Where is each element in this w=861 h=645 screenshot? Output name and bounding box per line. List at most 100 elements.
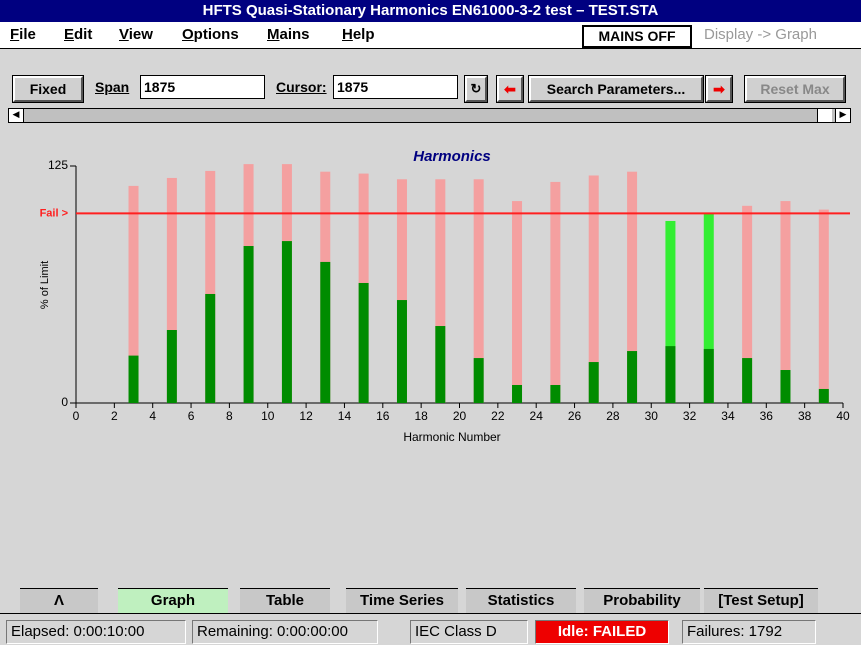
- bar: [703, 213, 714, 403]
- display-mode[interactable]: Display -> Graph: [704, 26, 817, 43]
- x-tick-label: 32: [683, 409, 697, 423]
- status-failures: Failures: 1792: [682, 620, 816, 644]
- bar: [818, 388, 829, 403]
- x-tick-label: 4: [149, 409, 156, 423]
- bar: [512, 384, 523, 403]
- bar: [281, 241, 292, 403]
- x-tick-label: 34: [721, 409, 735, 423]
- menu-item[interactable]: Help: [342, 26, 375, 43]
- span-field[interactable]: 1875: [140, 75, 265, 99]
- x-tick-label: 0: [73, 409, 80, 423]
- scroll-thumb[interactable]: [817, 109, 832, 122]
- menu-item[interactable]: View: [119, 26, 153, 43]
- y-axis-label: % of Limit: [39, 261, 51, 309]
- bar: [550, 181, 561, 403]
- search-button[interactable]: Search Parameters...: [528, 75, 704, 103]
- status-state: Idle: FAILED: [535, 620, 669, 644]
- x-tick-label: 12: [299, 409, 313, 423]
- bar: [473, 179, 484, 403]
- bar: [205, 170, 216, 403]
- bar: [665, 220, 676, 403]
- x-tick-label: 40: [836, 409, 850, 423]
- tab-baseline: [0, 613, 861, 614]
- bar: [818, 209, 829, 403]
- bar: [166, 330, 177, 403]
- scroll-right[interactable]: ▶: [835, 109, 850, 122]
- bar: [512, 201, 523, 403]
- bar: [665, 346, 676, 403]
- x-tick-label: 22: [491, 409, 505, 423]
- cursor-label: Cursor:: [276, 79, 327, 95]
- cursor-field[interactable]: 1875: [333, 75, 458, 99]
- tab[interactable]: Probability: [584, 588, 700, 613]
- prev-button[interactable]: ⬅: [496, 75, 524, 103]
- x-tick-label: 36: [760, 409, 774, 423]
- menu-item[interactable]: Mains: [267, 26, 310, 43]
- bar: [473, 358, 484, 403]
- status-class: IEC Class D: [410, 620, 528, 644]
- bar: [205, 293, 216, 403]
- x-axis-label: Harmonic Number: [403, 430, 500, 444]
- tab[interactable]: Time Series: [346, 588, 458, 613]
- tab-active[interactable]: Graph: [118, 588, 228, 613]
- x-tick-label: 18: [414, 409, 428, 423]
- bar: [588, 362, 599, 403]
- refresh-button[interactable]: ↻: [464, 75, 488, 103]
- scrollbar[interactable]: ◀ ▶: [8, 108, 851, 123]
- menu-item[interactable]: File: [10, 26, 36, 43]
- bar: [588, 175, 599, 403]
- next-button[interactable]: ➡: [705, 75, 733, 103]
- fixed-button[interactable]: Fixed: [12, 75, 84, 103]
- x-tick-label: 10: [261, 409, 275, 423]
- bar: [396, 300, 407, 403]
- x-tick-label: 14: [338, 409, 352, 423]
- tab[interactable]: [Test Setup]: [704, 588, 818, 613]
- title-bar: HFTS Quasi-Stationary Harmonics EN61000-…: [0, 0, 861, 22]
- x-tick-label: 26: [568, 409, 582, 423]
- menu-bar: File Edit View Options Mains Help MAINS …: [0, 22, 861, 49]
- y-tick-label: 125: [48, 158, 68, 172]
- bar: [435, 179, 446, 403]
- bar: [742, 205, 753, 403]
- bar: [396, 179, 407, 403]
- bar: [128, 185, 139, 403]
- tab[interactable]: Λ: [20, 588, 98, 613]
- bar: [703, 348, 714, 403]
- bar: [435, 326, 446, 403]
- x-tick-label: 28: [606, 409, 620, 423]
- x-tick-label: 20: [453, 409, 467, 423]
- bar: [627, 171, 638, 403]
- x-tick-label: 24: [530, 409, 544, 423]
- chart: Harmonics % of Limit Harmonic Number 0 12…: [39, 148, 850, 444]
- x-tick-label: 6: [188, 409, 195, 423]
- x-tick-label: 2: [111, 409, 118, 423]
- menu-item[interactable]: Options: [182, 26, 239, 43]
- x-tick-label: 30: [645, 409, 659, 423]
- mains-status[interactable]: MAINS OFF: [582, 25, 692, 48]
- bar: [358, 282, 369, 403]
- status-elapsed: Elapsed: 0:00:10:00: [6, 620, 186, 644]
- y-tick-label: 0: [61, 395, 68, 409]
- tab[interactable]: Table: [240, 588, 330, 613]
- reset-button[interactable]: Reset Max: [744, 75, 846, 103]
- bar: [320, 261, 331, 403]
- span-label: Span: [95, 79, 130, 95]
- bar: [780, 370, 791, 403]
- status-remaining: Remaining: 0:00:00:00: [192, 620, 378, 644]
- bar: [243, 246, 254, 403]
- scroll-left[interactable]: ◀: [9, 109, 24, 122]
- bar: [780, 201, 791, 403]
- bar: [627, 351, 638, 403]
- window-title: HFTS Quasi-Stationary Harmonics EN61000-…: [202, 2, 659, 19]
- chart-title: Harmonics: [413, 148, 491, 165]
- limit-label: Fail >: [40, 207, 68, 219]
- x-tick-label: 8: [226, 409, 233, 423]
- bar: [742, 358, 753, 403]
- menu-item[interactable]: Edit: [64, 26, 93, 43]
- x-tick-label: 38: [798, 409, 812, 423]
- tab[interactable]: Statistics: [466, 588, 576, 613]
- bar: [166, 177, 177, 403]
- bar: [550, 384, 561, 403]
- x-tick-label: 16: [376, 409, 390, 423]
